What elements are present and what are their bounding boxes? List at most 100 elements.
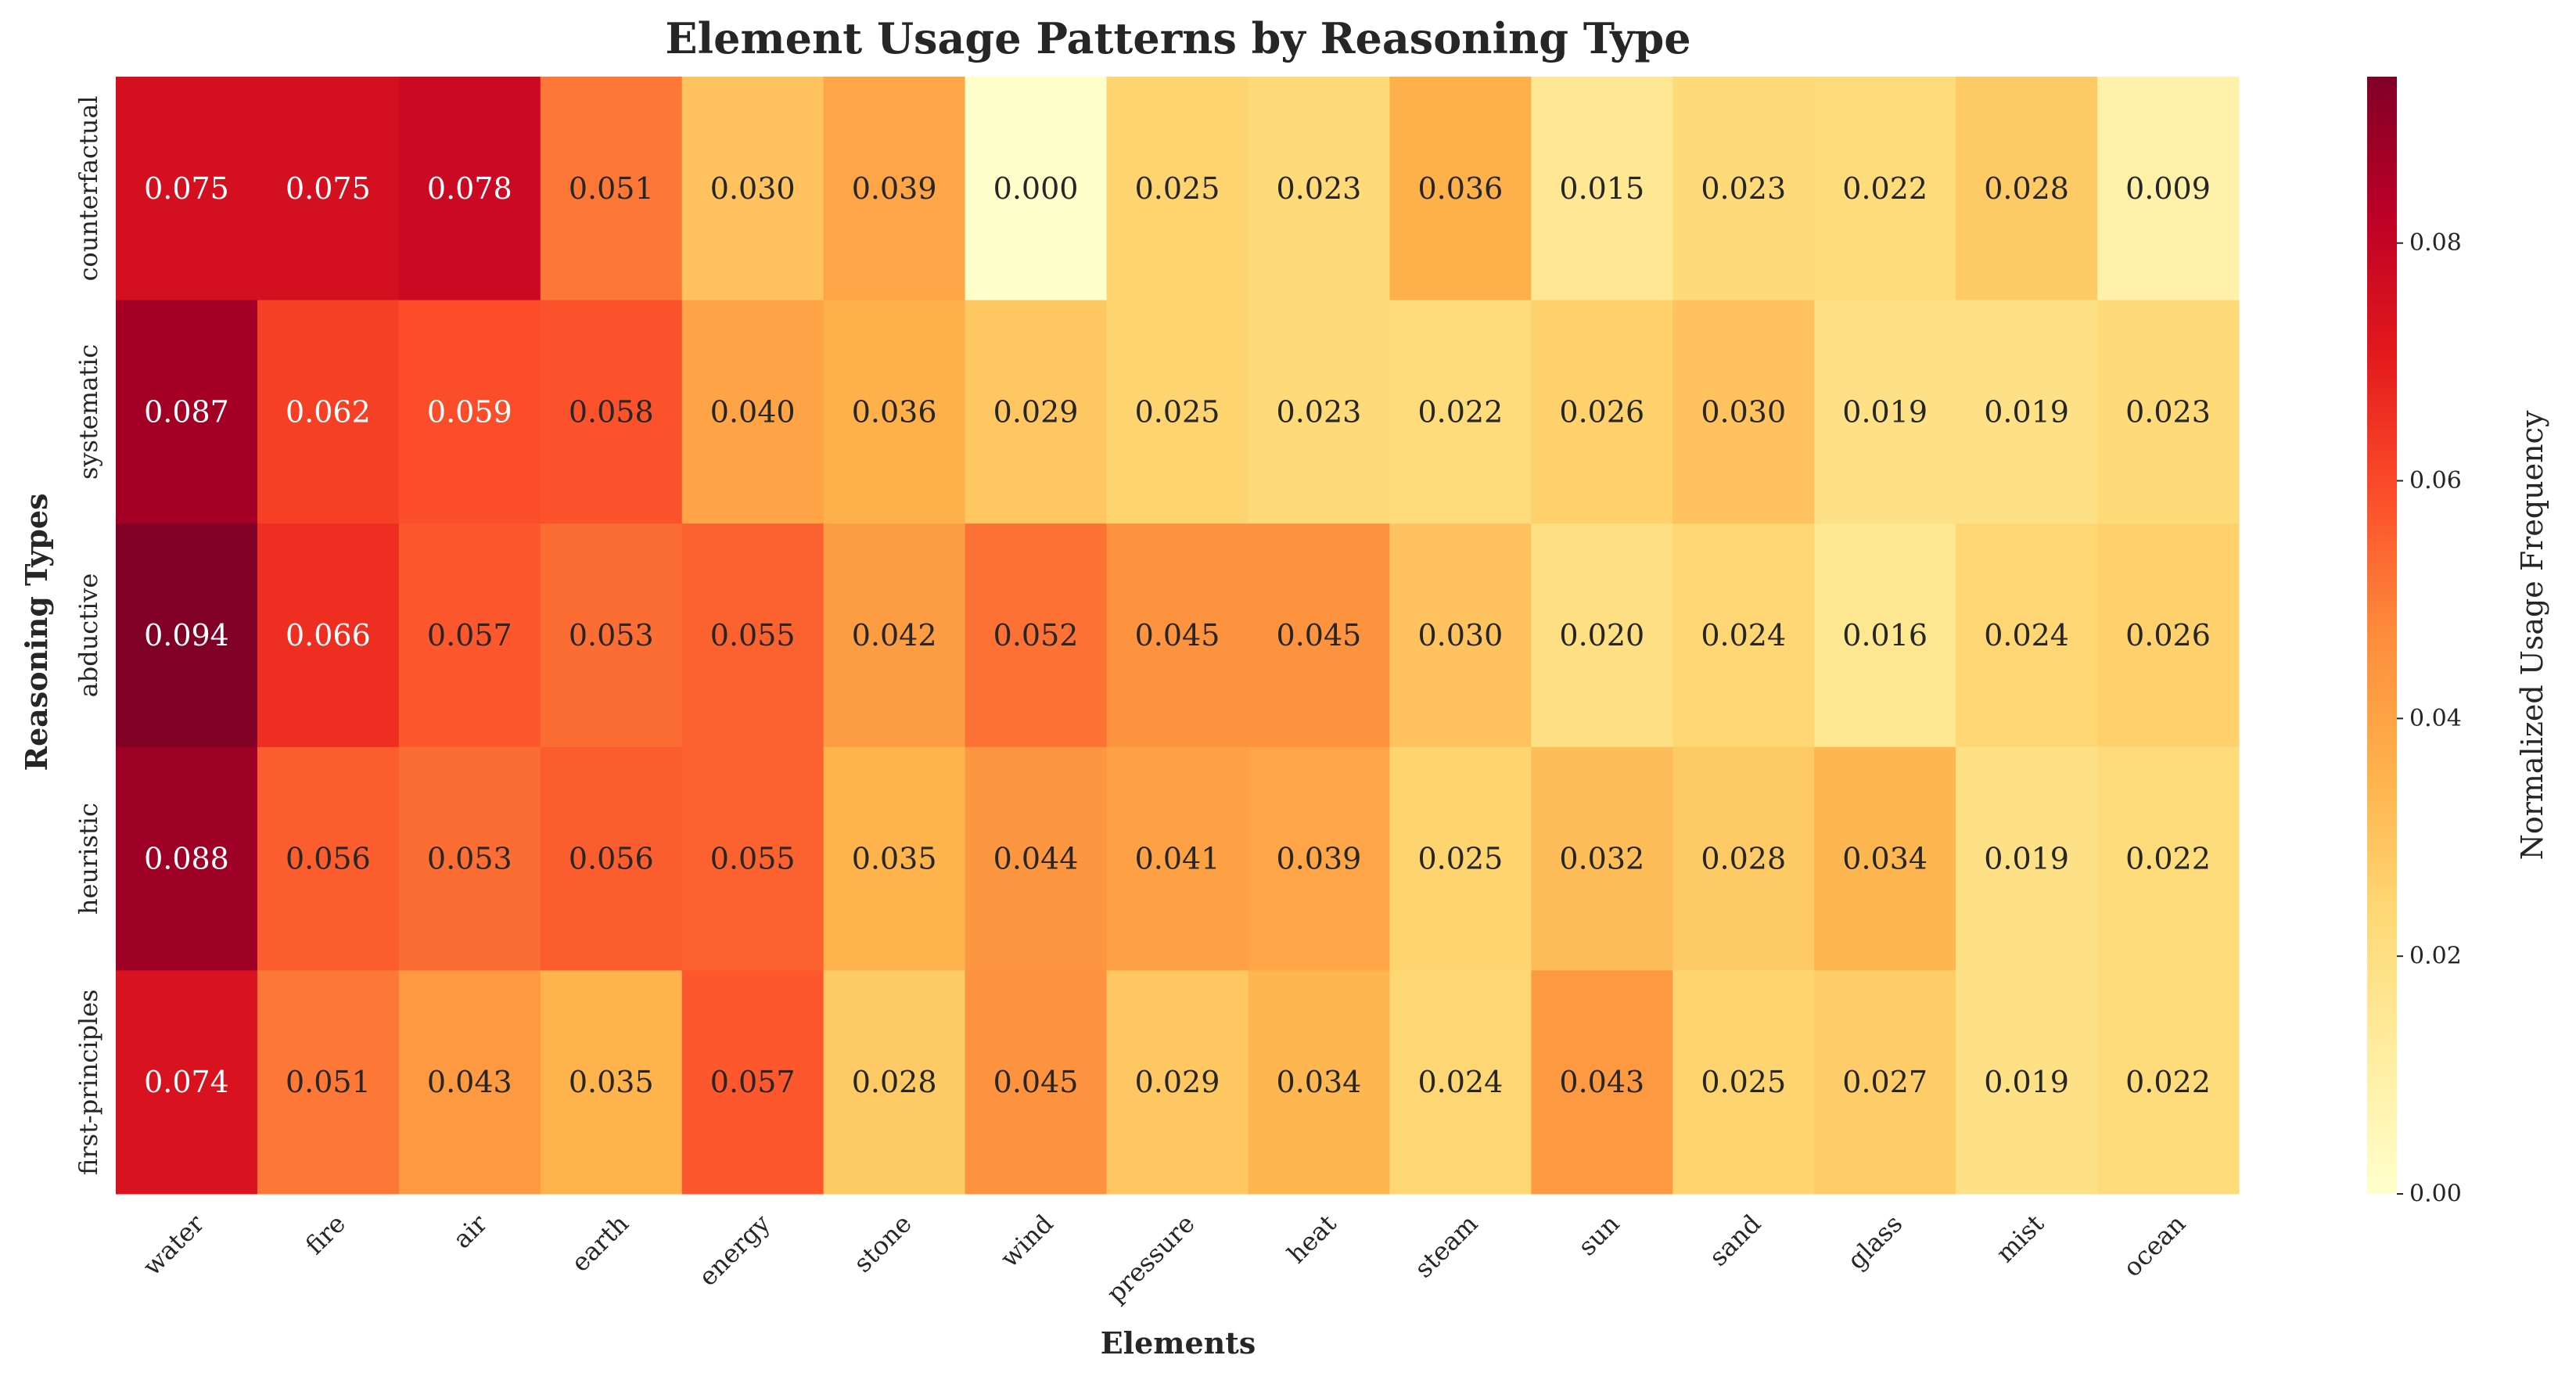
heatmap-cell-value: 0.028 <box>1701 842 1786 876</box>
heatmap-cell <box>1106 77 1248 301</box>
x-tick-label: earth <box>566 1209 634 1278</box>
chart-title: Element Usage Patterns by Reasoning Type <box>665 13 1690 63</box>
heatmap-cell <box>540 77 683 301</box>
heatmap-cell-value: 0.059 <box>427 394 512 429</box>
heatmap-cell-value: 0.030 <box>1701 394 1786 429</box>
heatmap-cell-value: 0.029 <box>993 394 1079 429</box>
heatmap-cell-value: 0.027 <box>1842 1065 1928 1099</box>
colorbar-tick-label: 0.00 <box>2409 1181 2462 1208</box>
heatmap-cell <box>1814 77 1956 301</box>
heatmap-cell <box>1248 970 1390 1195</box>
heatmap-cell-value: 0.029 <box>1135 1065 1220 1099</box>
heatmap-cell <box>965 77 1108 301</box>
heatmap-cell <box>1106 523 1248 748</box>
heatmap-cell <box>1106 300 1248 524</box>
heatmap-cell <box>540 300 683 524</box>
heatmap-cell <box>1672 77 1815 301</box>
heatmap-cell <box>1389 77 1532 301</box>
heatmap-cell <box>2097 300 2240 524</box>
heatmap-cell <box>1106 970 1248 1195</box>
heatmap-cell <box>1956 300 2098 524</box>
x-tick-label: mist <box>1990 1209 2050 1268</box>
heatmap-cell-value: 0.015 <box>1559 171 1644 206</box>
heatmap-cell <box>965 970 1108 1195</box>
heatmap-cell <box>257 77 400 301</box>
heatmap-cell-value: 0.019 <box>1984 394 2069 429</box>
heatmap-cell-value: 0.035 <box>569 1065 654 1099</box>
x-tick-label: glass <box>1841 1209 1908 1275</box>
heatmap-cell-value: 0.040 <box>710 394 796 429</box>
x-tick-label: steam <box>1409 1209 1484 1284</box>
heatmap-cell-value: 0.041 <box>1135 842 1220 876</box>
heatmap-cell-value: 0.020 <box>1559 618 1644 652</box>
x-tick-label: pressure <box>1101 1209 1201 1309</box>
colorbar-tick-label: 0.04 <box>2409 705 2462 732</box>
heatmap-cell <box>1389 746 1532 971</box>
heatmap-cell <box>116 300 258 524</box>
colorbar <box>2367 77 2397 1194</box>
heatmap-cell-value: 0.034 <box>1277 1065 1362 1099</box>
heatmap-cell <box>681 523 825 748</box>
heatmap-cell <box>965 746 1108 971</box>
heatmap-cell-value: 0.019 <box>1984 1065 2069 1099</box>
heatmap-cell-value: 0.053 <box>569 618 654 652</box>
heatmap-cell <box>1956 523 2098 748</box>
heatmap-cell <box>116 970 258 1195</box>
heatmap-cell-value: 0.062 <box>286 394 371 429</box>
heatmap-cell <box>116 77 258 301</box>
heatmap-cell <box>257 970 400 1195</box>
heatmap-cell <box>823 746 966 971</box>
heatmap-cell-value: 0.022 <box>2125 842 2211 876</box>
heatmap-cell-value: 0.030 <box>710 171 796 206</box>
heatmap-cell-value: 0.025 <box>1701 1065 1786 1099</box>
x-tick-label: wind <box>994 1209 1059 1274</box>
heatmap-cell <box>257 746 400 971</box>
heatmap-cell-value: 0.028 <box>852 1065 937 1099</box>
x-axis-label: Elements <box>1101 1325 1256 1361</box>
heatmap-cell-value: 0.075 <box>144 171 229 206</box>
heatmap-cell <box>1531 300 1673 524</box>
heatmap-cell <box>681 970 825 1195</box>
heatmap-cell <box>1814 300 1956 524</box>
heatmap-cell-value: 0.055 <box>710 842 796 876</box>
heatmap-cell-value: 0.025 <box>1417 842 1503 876</box>
heatmap-cell <box>823 523 966 748</box>
heatmap-cell <box>398 746 541 971</box>
heatmap-cell-value: 0.025 <box>1135 394 1220 429</box>
y-tick-label: abductive <box>74 573 103 698</box>
y-tick-label: heuristic <box>74 803 103 915</box>
heatmap-cell-value: 0.016 <box>1842 618 1928 652</box>
heatmap-cell-value: 0.039 <box>1277 842 1362 876</box>
heatmap-cell <box>1531 970 1673 1195</box>
heatmap-cell-value: 0.042 <box>852 618 937 652</box>
y-axis-ticks: counterfactual systematic abductive heurist… <box>74 95 103 1175</box>
heatmap-cell <box>1956 970 2098 1195</box>
heatmap-cell-value: 0.078 <box>427 171 512 206</box>
heatmap-cell-value: 0.009 <box>2125 171 2211 206</box>
heatmap-cell-value: 0.000 <box>993 171 1079 206</box>
heatmap-cell-value: 0.026 <box>1559 394 1644 429</box>
heatmap-cell-value: 0.036 <box>1417 171 1503 206</box>
heatmap-cell <box>1531 77 1673 301</box>
heatmap-cell-value: 0.028 <box>1984 171 2069 206</box>
heatmap-cell-value: 0.052 <box>993 618 1079 652</box>
heatmap-cell-value: 0.019 <box>1984 842 2069 876</box>
heatmap-cell-value: 0.030 <box>1417 618 1503 652</box>
heatmap-cell-value: 0.035 <box>852 842 937 876</box>
heatmap-cell-value: 0.022 <box>2125 1065 2211 1099</box>
heatmap-cell <box>2097 523 2240 748</box>
heatmap-cell <box>2097 746 2240 971</box>
heatmap-cell <box>1248 523 1390 748</box>
heatmap-cell-value: 0.075 <box>286 171 371 206</box>
heatmap-cell-value: 0.074 <box>144 1065 229 1099</box>
heatmap-cell <box>1814 970 1956 1195</box>
y-tick-label: systematic <box>74 344 103 480</box>
heatmap-cell <box>2097 77 2240 301</box>
colorbar-label: Normalized Usage Frequency <box>2515 410 2549 860</box>
heatmap-cell-value: 0.023 <box>1277 394 1362 429</box>
heatmap-cell-labels: 0.075 0.075 0.078 0.051 0.030 0.039 0.000 0.025… <box>144 171 2211 1099</box>
heatmap-cell <box>823 300 966 524</box>
heatmap-cell <box>2097 970 2240 1195</box>
heatmap-cell-value: 0.045 <box>1277 618 1362 652</box>
